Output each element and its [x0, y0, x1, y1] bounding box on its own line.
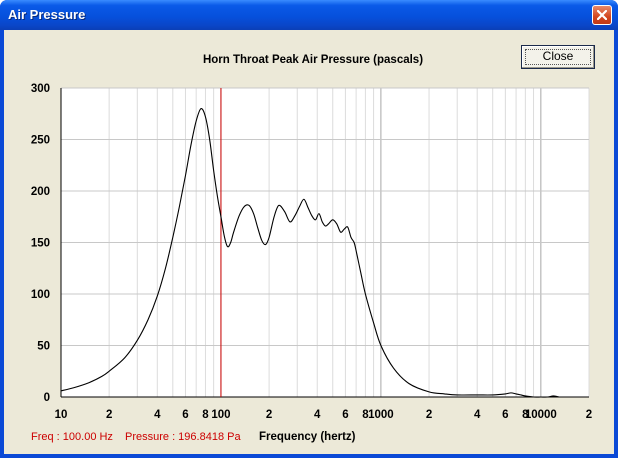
- x-tick-label: 6: [182, 409, 188, 421]
- chart-canvas: Horn Throat Peak Air Pressure (pascals) …: [31, 54, 593, 443]
- x-glyph-icon: [597, 10, 607, 20]
- y-tick-label: 250: [31, 135, 50, 147]
- x-tick-label: 4: [474, 409, 481, 421]
- x-axis-label: Frequency (hertz): [259, 431, 356, 443]
- x-tick-label: 10: [55, 409, 68, 421]
- y-tick-label: 150: [31, 238, 50, 250]
- focus-rect: [525, 49, 591, 65]
- pressure-readout: Pressure : 196.8418 Pa: [125, 431, 241, 443]
- x-tick-label: 2: [586, 409, 592, 421]
- pressure-curve: [60, 107, 560, 398]
- x-tick-label: 8: [362, 409, 369, 421]
- y-tick-label: 100: [31, 289, 50, 301]
- y-tick-label: 200: [31, 186, 50, 198]
- x-tick-label: 6: [342, 409, 348, 421]
- x-tick-label: 8: [522, 409, 529, 421]
- x-tick-label: 4: [154, 409, 161, 421]
- x-tick-label: 8: [202, 409, 209, 421]
- title-bar[interactable]: Air Pressure: [0, 0, 618, 30]
- freq-readout: Freq : 100.00 Hz: [31, 431, 113, 443]
- x-tick-label: 10000: [525, 409, 557, 421]
- x-tick-label: 2: [106, 409, 112, 421]
- y-tick-label: 50: [37, 341, 50, 353]
- y-axis-ticks: 0 50 100 150 200 250 300: [31, 83, 50, 404]
- x-tick-label: 4: [314, 409, 321, 421]
- dialog-client-area: Horn Throat Peak Air Pressure (pascals) …: [4, 30, 614, 454]
- x-tick-label: 100: [211, 409, 230, 421]
- x-tick-label: 1000: [368, 409, 394, 421]
- x-tick-label: 2: [426, 409, 432, 421]
- y-tick-label: 300: [31, 83, 50, 95]
- close-button[interactable]: Close: [521, 45, 595, 69]
- close-button-label: Close: [542, 49, 574, 63]
- y-tick-label: 0: [44, 392, 50, 404]
- window-title: Air Pressure: [8, 7, 86, 22]
- close-x-icon[interactable]: [592, 5, 612, 25]
- chart-title: Horn Throat Peak Air Pressure (pascals): [203, 54, 423, 66]
- x-tick-label: 6: [502, 409, 508, 421]
- x-tick-label: 2: [266, 409, 272, 421]
